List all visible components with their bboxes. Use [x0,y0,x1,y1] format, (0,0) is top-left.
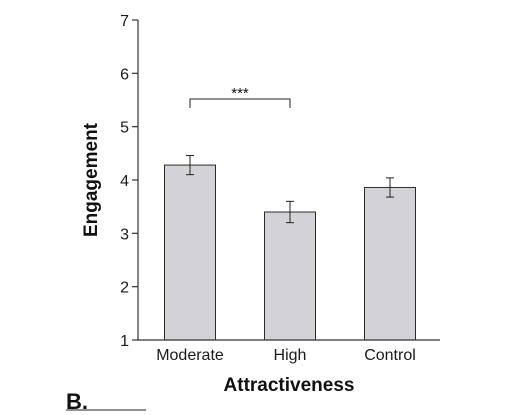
x-ticks-layer: Moderate High Control [156,347,416,364]
bar-control [364,186,416,341]
y-tick-label: 3 [120,226,129,243]
significance-bracket [189,98,291,108]
y-tick-label: 4 [120,173,129,190]
bar-moderate [164,164,216,341]
panel-label: B. [66,389,88,414]
y-tick-label: 2 [120,280,129,297]
y-tick-label: 6 [120,66,129,83]
x-axis-title: Attractiveness [224,375,355,396]
bars-layer [164,164,416,341]
x-tick-label-high: High [274,347,307,364]
significance-layer: *** [189,85,291,108]
x-tick-label-control: Control [364,347,416,364]
error-bar-high [286,200,294,224]
x-tick-label-moderate: Moderate [156,347,224,364]
error-bar-moderate [186,154,194,176]
significance-label: *** [231,85,249,102]
y-tick-label: 7 [120,13,129,30]
error-bars-layer [186,154,394,224]
y-tick-label: 1 [120,333,129,350]
y-ticks-layer: 1 2 3 4 5 6 7 [120,13,138,350]
error-bar-control [386,177,394,198]
y-axis-title: Engagement [81,122,102,237]
y-tick-label: 5 [120,120,129,137]
bar-high [264,211,316,341]
